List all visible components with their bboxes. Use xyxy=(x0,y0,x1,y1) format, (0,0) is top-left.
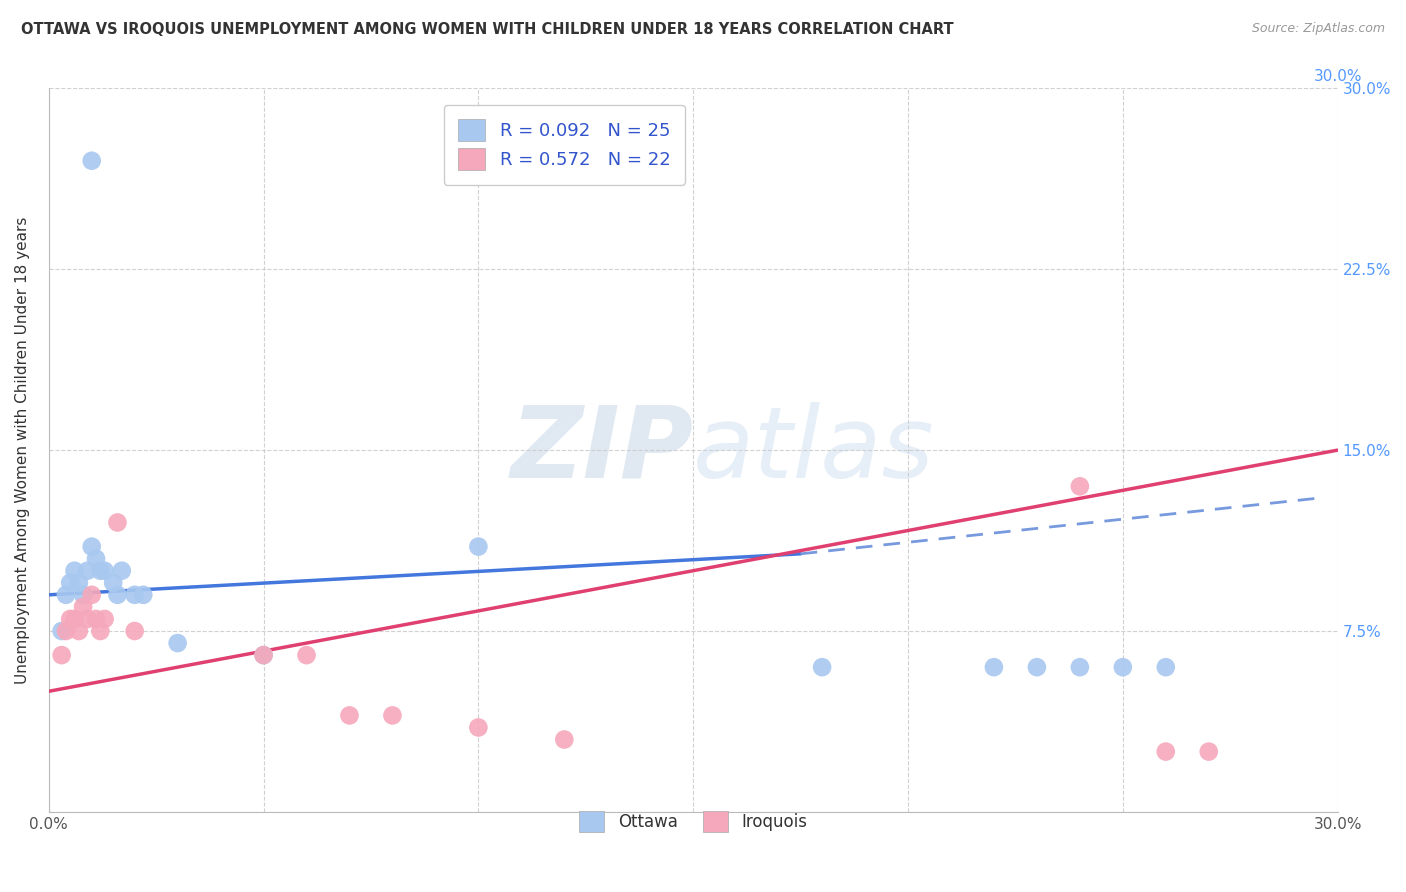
Point xyxy=(51,624,73,638)
Point xyxy=(983,660,1005,674)
Point xyxy=(467,721,489,735)
Point xyxy=(93,612,115,626)
Point xyxy=(111,564,134,578)
Point xyxy=(84,551,107,566)
Point xyxy=(76,612,98,626)
Point xyxy=(89,564,111,578)
Point xyxy=(339,708,361,723)
Point xyxy=(84,612,107,626)
Point xyxy=(72,588,94,602)
Legend: Ottawa, Iroquois: Ottawa, Iroquois xyxy=(568,799,818,843)
Point xyxy=(124,624,146,638)
Point xyxy=(1025,660,1047,674)
Point xyxy=(93,564,115,578)
Point xyxy=(59,612,82,626)
Point xyxy=(107,588,129,602)
Point xyxy=(80,153,103,168)
Point xyxy=(1069,660,1091,674)
Point xyxy=(252,648,274,662)
Point xyxy=(124,588,146,602)
Point xyxy=(76,564,98,578)
Point xyxy=(166,636,188,650)
Point xyxy=(1069,479,1091,493)
Point xyxy=(67,624,90,638)
Point xyxy=(1112,660,1135,674)
Text: ZIP: ZIP xyxy=(510,401,693,499)
Point xyxy=(72,599,94,614)
Point xyxy=(1154,660,1177,674)
Point xyxy=(295,648,318,662)
Point xyxy=(89,624,111,638)
Text: OTTAWA VS IROQUOIS UNEMPLOYMENT AMONG WOMEN WITH CHILDREN UNDER 18 YEARS CORRELA: OTTAWA VS IROQUOIS UNEMPLOYMENT AMONG WO… xyxy=(21,22,953,37)
Point xyxy=(107,516,129,530)
Point xyxy=(67,575,90,590)
Point xyxy=(63,612,86,626)
Point xyxy=(132,588,155,602)
Point xyxy=(553,732,575,747)
Point xyxy=(381,708,404,723)
Point xyxy=(811,660,834,674)
Point xyxy=(103,575,125,590)
Point xyxy=(63,564,86,578)
Y-axis label: Unemployment Among Women with Children Under 18 years: Unemployment Among Women with Children U… xyxy=(15,217,30,684)
Point xyxy=(1154,745,1177,759)
Text: Source: ZipAtlas.com: Source: ZipAtlas.com xyxy=(1251,22,1385,36)
Point xyxy=(1198,745,1220,759)
Text: atlas: atlas xyxy=(693,401,935,499)
Point xyxy=(80,540,103,554)
Point xyxy=(51,648,73,662)
Point xyxy=(55,588,77,602)
Point xyxy=(467,540,489,554)
Point xyxy=(80,588,103,602)
Point xyxy=(252,648,274,662)
Point xyxy=(55,624,77,638)
Point xyxy=(59,575,82,590)
